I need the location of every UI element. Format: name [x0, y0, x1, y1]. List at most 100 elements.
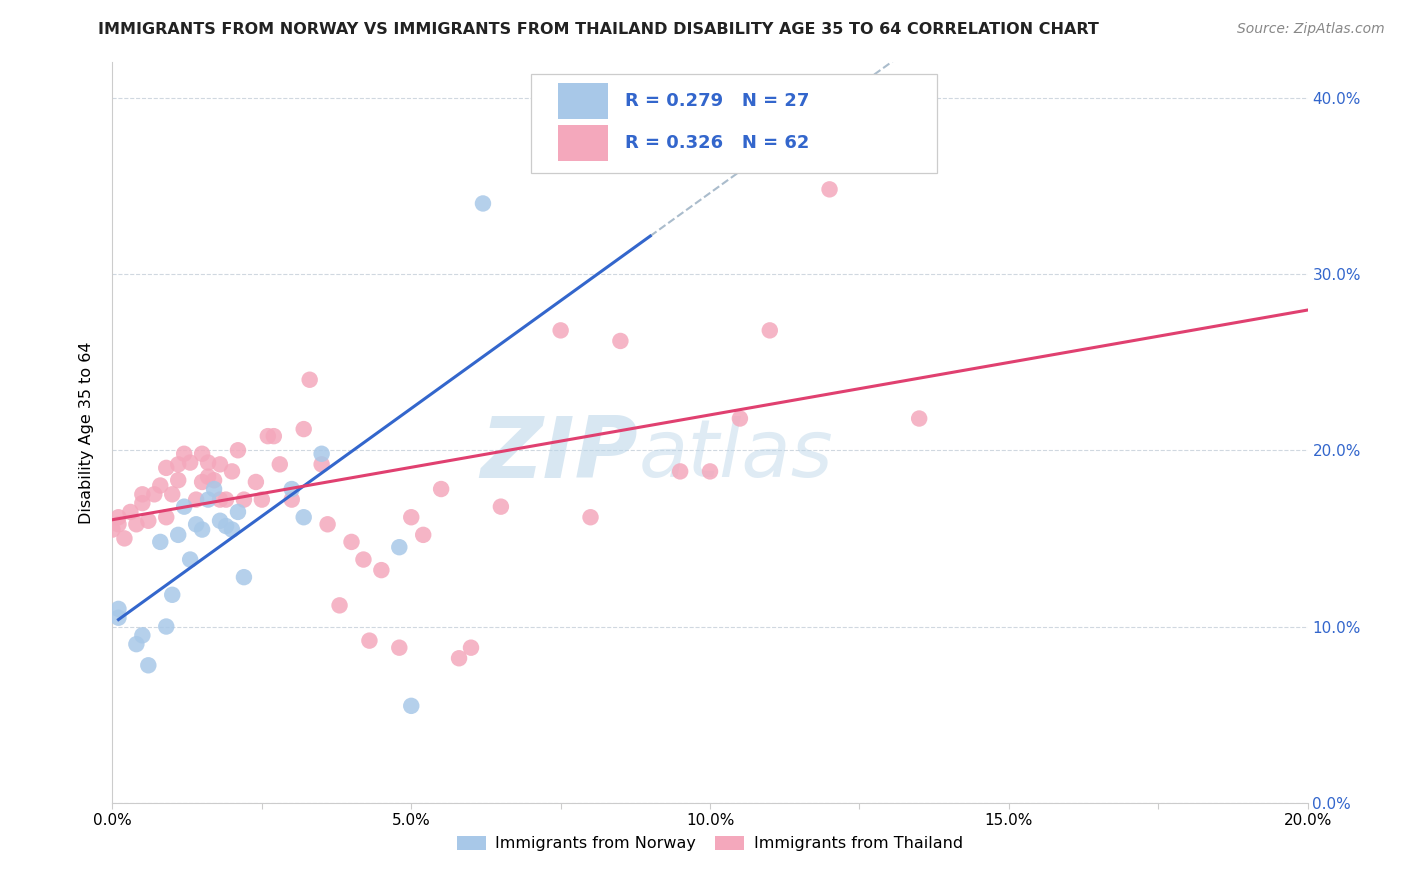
Point: [221, 464, 243, 478]
Point: [120, 505, 142, 519]
Point: [149, 478, 172, 492]
Point: [269, 458, 291, 472]
Point: [759, 323, 782, 337]
Point: [138, 514, 160, 528]
Point: [316, 517, 339, 532]
Point: [370, 563, 392, 577]
Y-axis label: Disability Age 35 to 64: Disability Age 35 to 64: [79, 342, 94, 524]
Point: [221, 523, 243, 537]
Point: [669, 464, 692, 478]
Text: R = 0.326   N = 62: R = 0.326 N = 62: [626, 134, 810, 152]
FancyBboxPatch shape: [531, 73, 938, 173]
Point: [353, 552, 375, 566]
Point: [329, 599, 352, 613]
Point: [209, 514, 232, 528]
Point: [359, 633, 381, 648]
Point: [179, 456, 201, 470]
Point: [233, 570, 256, 584]
Point: [292, 510, 315, 524]
Point: [250, 492, 273, 507]
Point: [125, 517, 148, 532]
Point: [263, 429, 285, 443]
Point: [245, 475, 267, 489]
Point: [609, 334, 631, 348]
Point: [197, 469, 219, 483]
Point: [167, 528, 190, 542]
Point: [173, 447, 195, 461]
Point: [215, 519, 238, 533]
Point: [197, 456, 219, 470]
Point: [155, 619, 177, 633]
Point: [640, 140, 662, 154]
Point: [101, 523, 124, 537]
Point: [728, 411, 751, 425]
Point: [340, 535, 363, 549]
Point: [640, 147, 662, 161]
Text: atlas: atlas: [638, 416, 834, 494]
Point: [388, 540, 411, 554]
Point: [125, 637, 148, 651]
Text: IMMIGRANTS FROM NORWAY VS IMMIGRANTS FROM THAILAND DISABILITY AGE 35 TO 64 CORRE: IMMIGRANTS FROM NORWAY VS IMMIGRANTS FRO…: [98, 22, 1099, 37]
Point: [311, 447, 333, 461]
Point: [215, 492, 238, 507]
FancyBboxPatch shape: [558, 125, 609, 161]
Point: [202, 473, 225, 487]
Point: [186, 517, 208, 532]
Point: [155, 461, 177, 475]
Point: [162, 487, 183, 501]
Point: [191, 523, 214, 537]
Point: [257, 429, 280, 443]
Point: [167, 473, 190, 487]
Point: [388, 640, 411, 655]
Point: [191, 447, 214, 461]
Point: [226, 505, 249, 519]
Point: [149, 535, 172, 549]
Point: [226, 443, 249, 458]
Point: [908, 411, 931, 425]
Point: [186, 492, 208, 507]
Point: [114, 532, 135, 546]
Point: [107, 610, 129, 624]
Point: [197, 492, 219, 507]
Point: [292, 422, 315, 436]
Point: [131, 628, 153, 642]
Point: [281, 492, 304, 507]
Point: [472, 196, 495, 211]
Point: [489, 500, 512, 514]
Point: [202, 482, 225, 496]
Text: ZIP: ZIP: [481, 413, 638, 496]
Point: [155, 510, 177, 524]
Point: [298, 373, 321, 387]
Point: [209, 492, 232, 507]
Point: [449, 651, 471, 665]
Point: [209, 458, 232, 472]
Point: [401, 698, 423, 713]
Point: [460, 640, 482, 655]
FancyBboxPatch shape: [558, 83, 609, 119]
Text: R = 0.279   N = 27: R = 0.279 N = 27: [626, 92, 810, 110]
Point: [191, 475, 214, 489]
Point: [311, 458, 333, 472]
Point: [131, 496, 153, 510]
Point: [699, 464, 721, 478]
Point: [162, 588, 183, 602]
Point: [143, 487, 166, 501]
Point: [401, 510, 423, 524]
Point: [107, 517, 129, 532]
Point: [430, 482, 453, 496]
Point: [167, 458, 190, 472]
Point: [550, 323, 572, 337]
Point: [233, 492, 256, 507]
Point: [138, 658, 160, 673]
Point: [131, 487, 153, 501]
Point: [173, 500, 195, 514]
Point: [179, 552, 201, 566]
Point: [579, 510, 602, 524]
Point: [107, 602, 129, 616]
Point: [107, 510, 129, 524]
Point: [818, 182, 841, 196]
Text: Source: ZipAtlas.com: Source: ZipAtlas.com: [1237, 22, 1385, 37]
Legend: Immigrants from Norway, Immigrants from Thailand: Immigrants from Norway, Immigrants from …: [451, 830, 969, 858]
Point: [412, 528, 434, 542]
Point: [281, 482, 304, 496]
